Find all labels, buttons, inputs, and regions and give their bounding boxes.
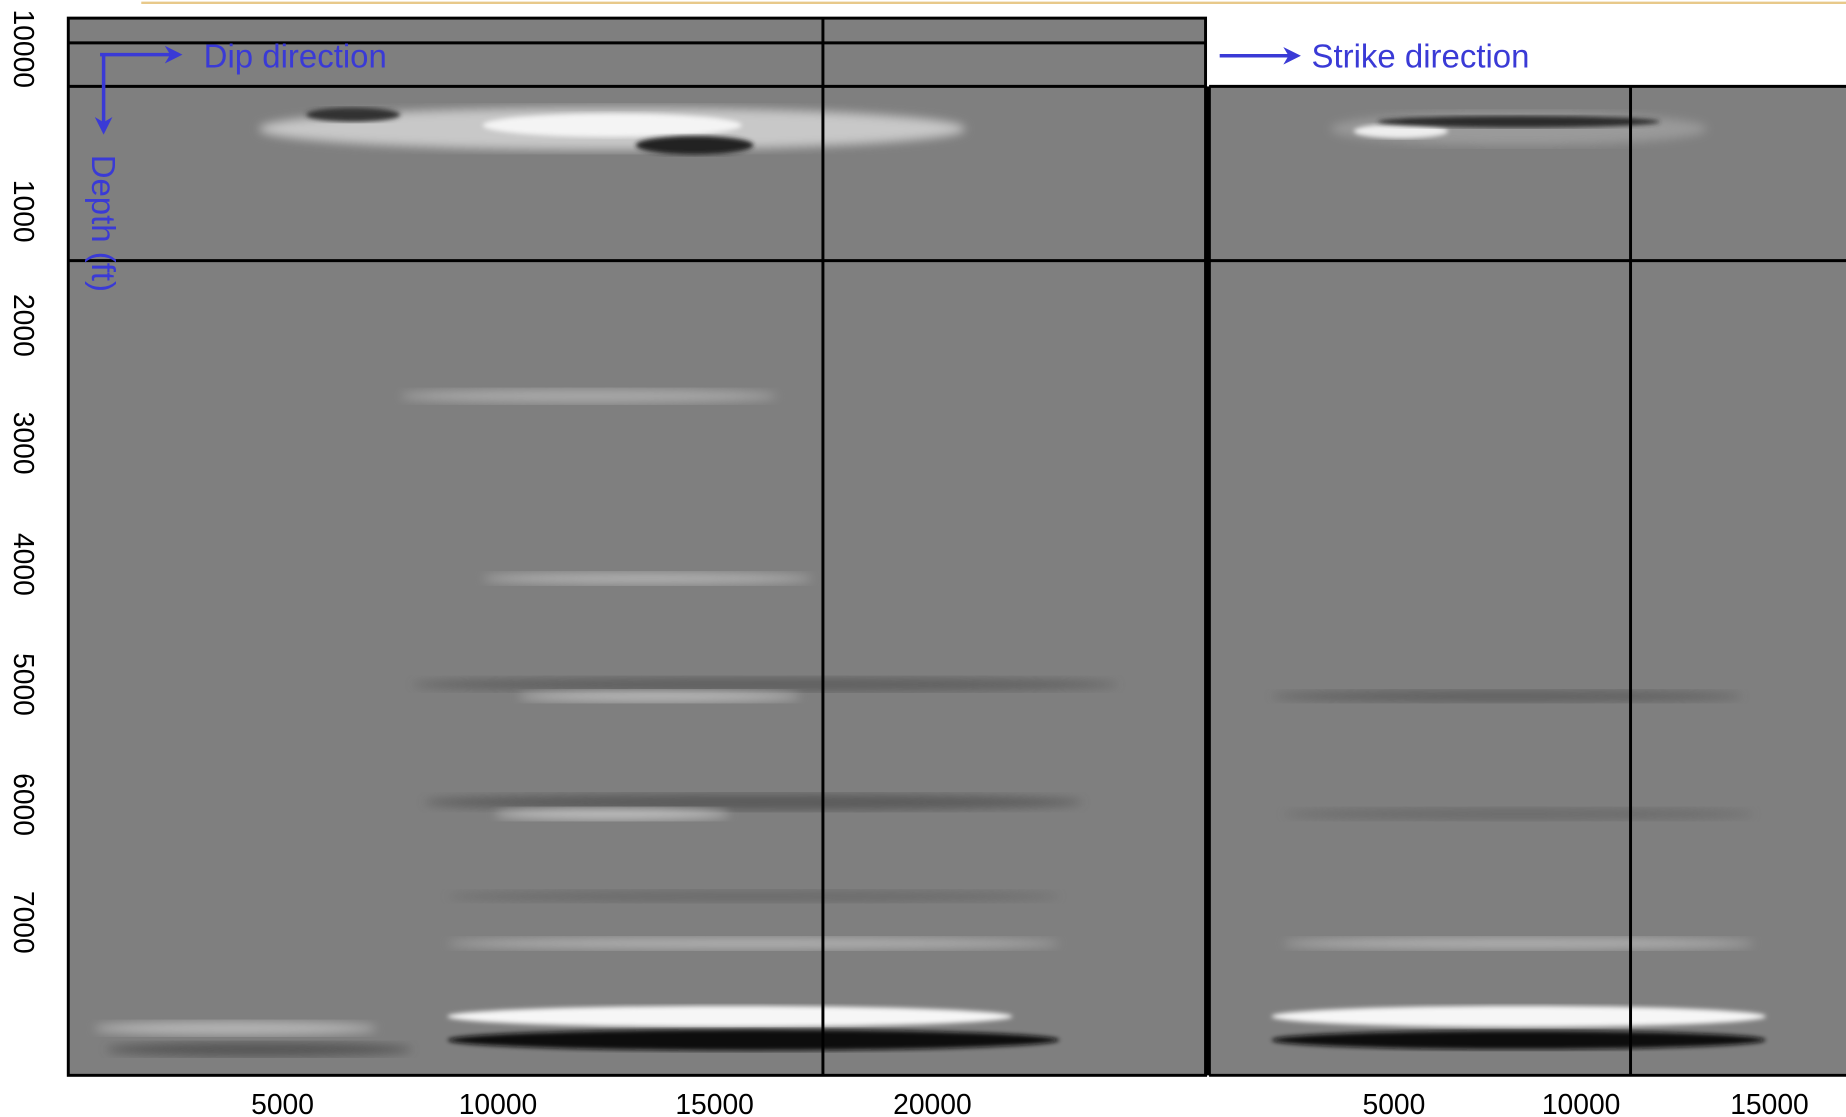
y-tick-label: 10000 <box>8 9 40 88</box>
depth-label: Depth (ft) <box>85 155 122 292</box>
x-tick-label: 20000 <box>893 1088 972 1117</box>
strike-label: Strike direction <box>1312 38 1530 75</box>
dip-label: Dip direction <box>204 38 387 75</box>
x-tick-label: 15000 <box>1730 1088 1809 1117</box>
x-tick-label: 5000 <box>1362 1088 1425 1117</box>
section-background <box>1209 86 1846 1075</box>
page: {"annotations": {"dip": "Dip direction",… <box>0 0 1846 1117</box>
section-background <box>68 18 1205 1075</box>
y-tick-label: 5000 <box>8 653 40 716</box>
dip-section <box>68 18 1205 1075</box>
y-tick-label: 3000 <box>8 412 40 475</box>
x-tick-label: 10000 <box>1542 1088 1621 1117</box>
x-tick-label: 10000 <box>459 1088 538 1117</box>
seismic-figure: Dip direction Depth (ft) Strike directio… <box>0 0 1846 1117</box>
y-tick-label: 7000 <box>8 891 40 954</box>
x-tick-label: 15000 <box>675 1088 754 1117</box>
y-tick-label: 6000 <box>8 773 40 836</box>
strike-section <box>1208 86 1846 1075</box>
y-tick-label: 1000 <box>8 180 40 243</box>
x-tick-label: 5000 <box>251 1088 314 1117</box>
y-tick-label: 4000 <box>8 533 40 596</box>
y-tick-label: 2000 <box>8 294 40 357</box>
